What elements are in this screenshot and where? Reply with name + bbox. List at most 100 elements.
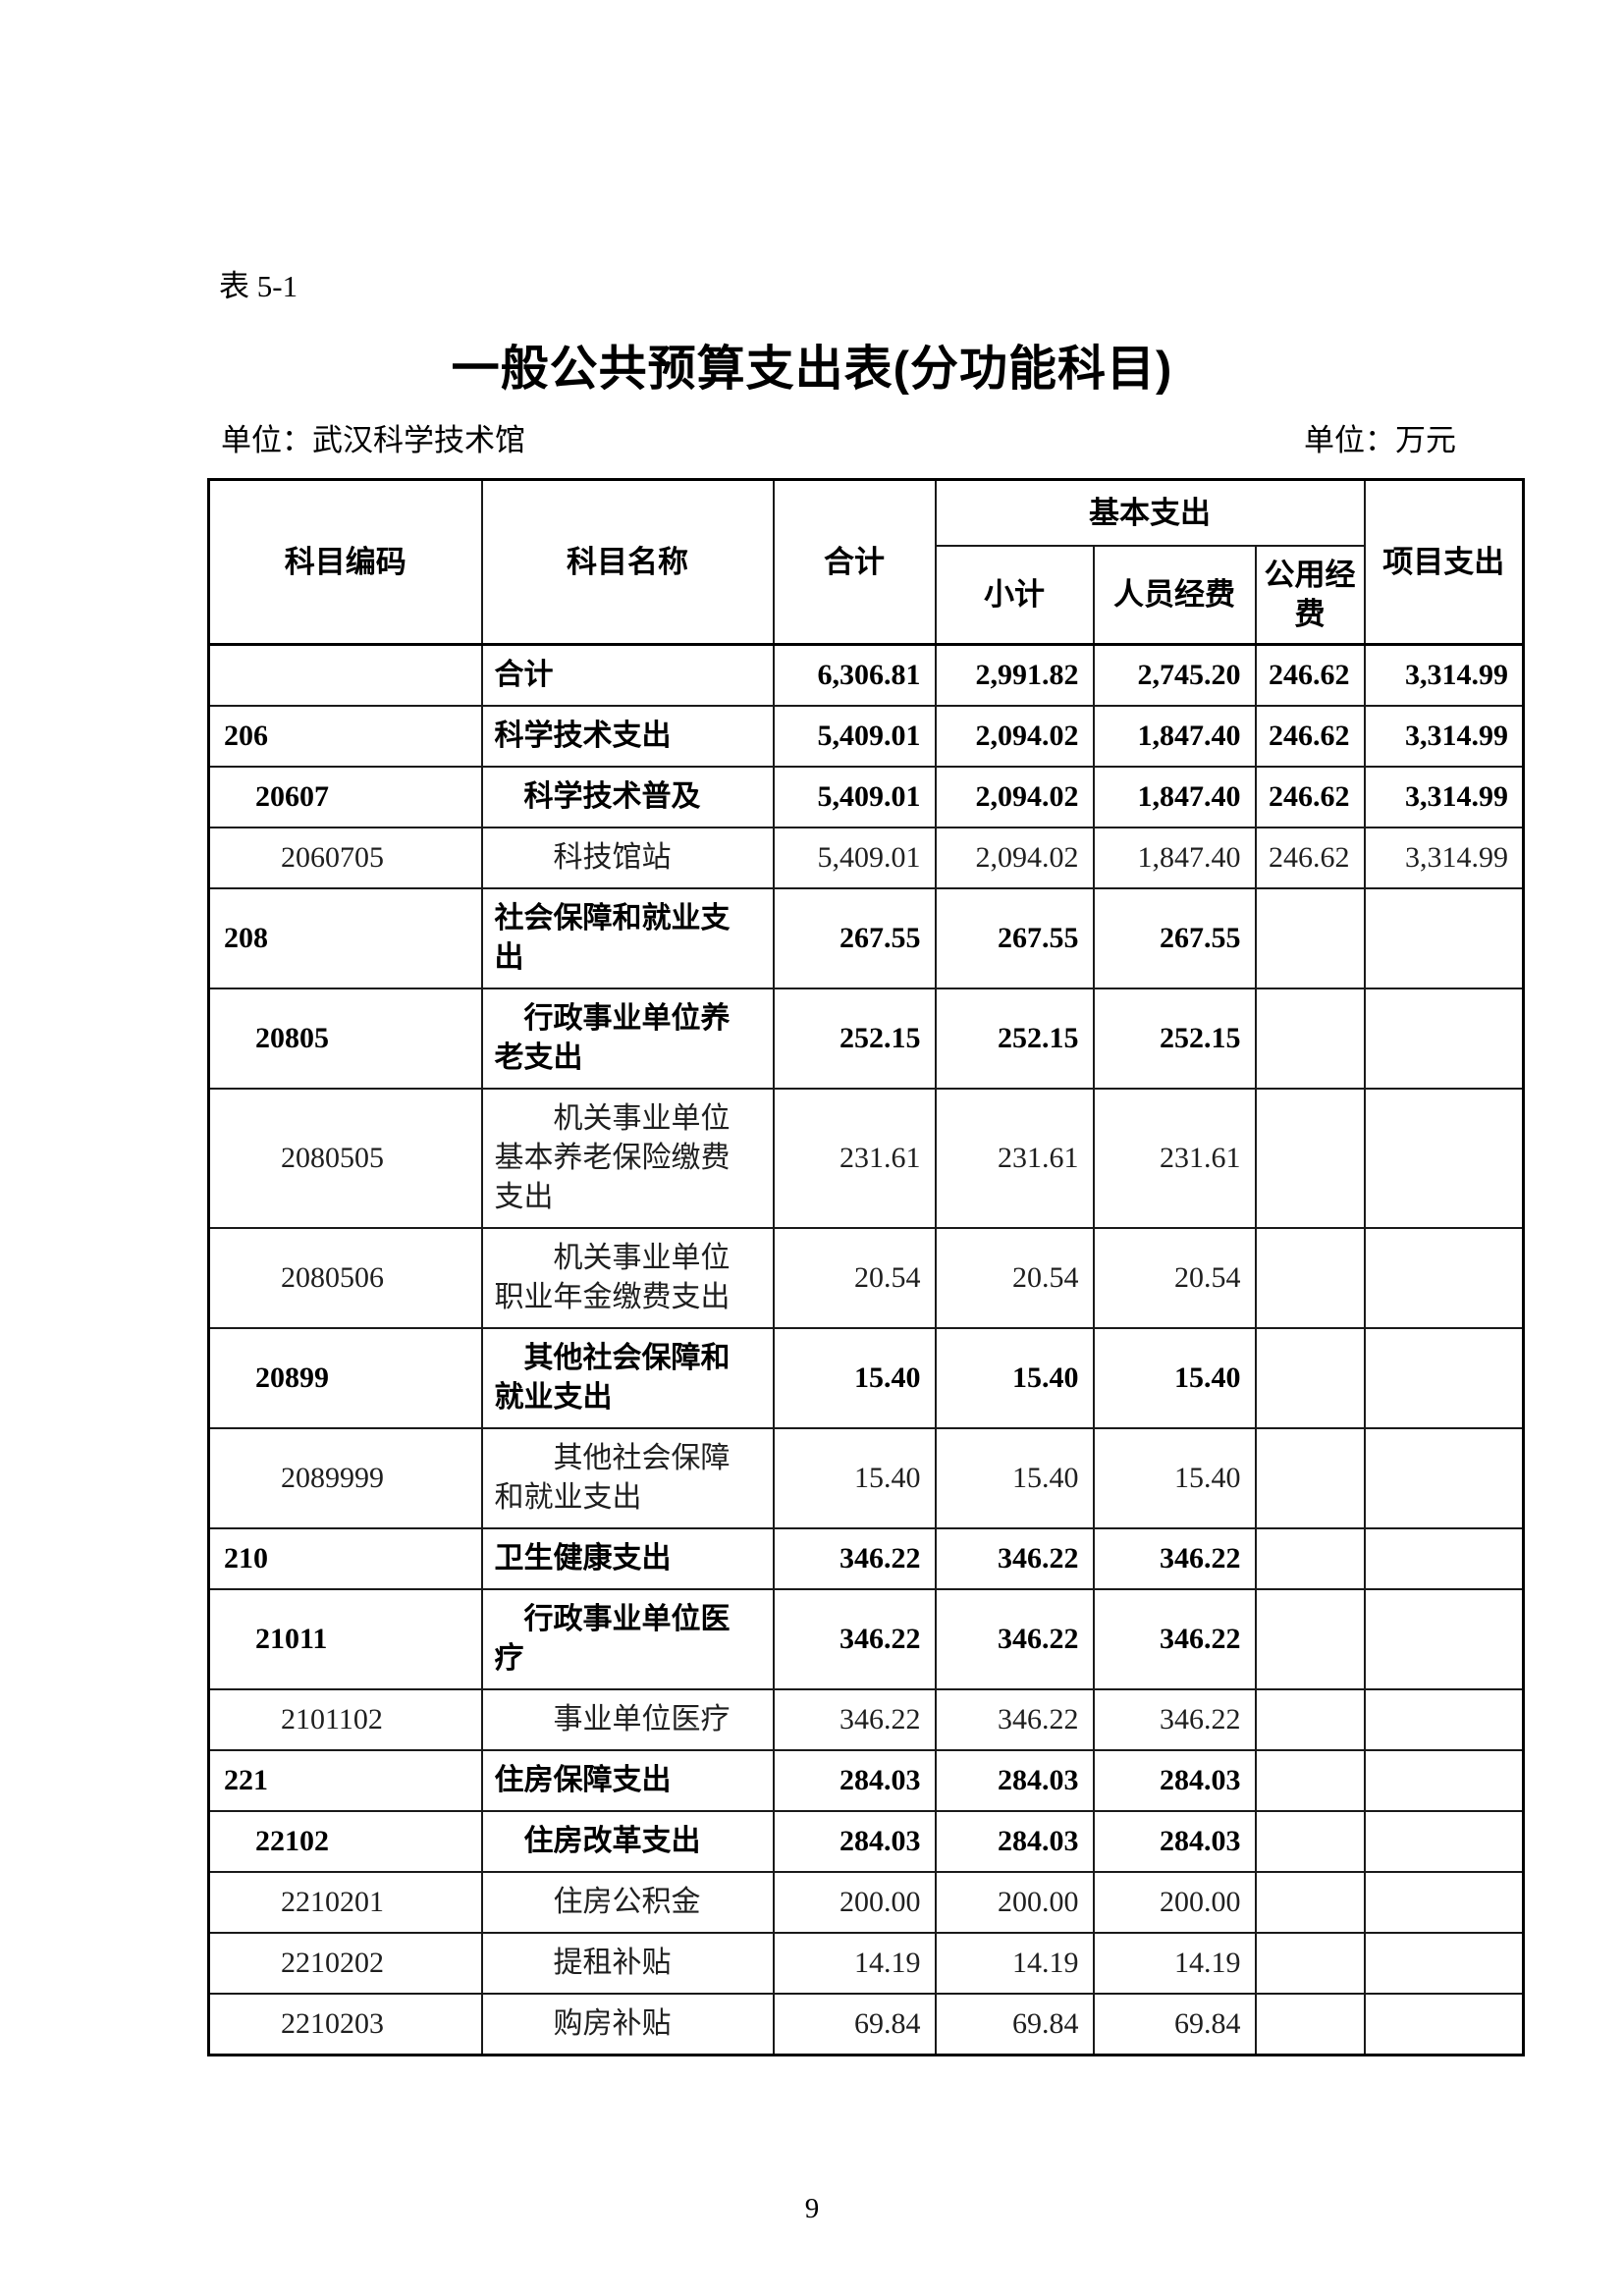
row-subject-name: 其他社会保障和就业支出 (480, 1427, 775, 1529)
row-public-value (1254, 1427, 1366, 1529)
row-project-value (1363, 1088, 1525, 1229)
unit-name-label: 单位：武汉科学技术馆 (221, 423, 525, 457)
row-basic-subtotal-value: 252.15 (934, 988, 1095, 1090)
row-project-value (1363, 1932, 1525, 1995)
row-subject-code: 210 (207, 1527, 483, 1590)
row-subject-code: 2210202 (207, 1932, 483, 1995)
row-personnel-value: 1,847.40 (1092, 766, 1257, 828)
row-subject-name: 机关事业单位职业年金缴费支出 (480, 1227, 775, 1329)
row-total-value: 5,409.01 (772, 705, 937, 768)
row-subject-code: 22102 (207, 1810, 483, 1873)
row-total-value: 5,409.01 (772, 766, 937, 828)
table-row: 2080505 机关事业单位基本养老保险缴费支出 231.61 231.61 2… (207, 1088, 1525, 1229)
row-personnel-value: 1,847.40 (1092, 705, 1257, 768)
row-total-value: 267.55 (772, 887, 937, 989)
row-subject-name: 合计 (480, 643, 775, 707)
row-public-value (1254, 887, 1366, 989)
row-total-value: 346.22 (772, 1588, 937, 1690)
row-public-value (1254, 1932, 1366, 1995)
table-row: 2210201 住房公积金 200.00 200.00 200.00 (207, 1871, 1525, 1934)
header-personnel-funds: 人员经费 (1092, 545, 1257, 646)
row-project-value (1363, 1810, 1525, 1873)
row-subject-code: 20805 (207, 988, 483, 1090)
row-subject-code: 2080505 (207, 1088, 483, 1229)
row-total-value: 252.15 (772, 988, 937, 1090)
table-row: 208 社会保障和就业支出 267.55 267.55 267.55 (207, 887, 1525, 989)
row-total-value: 5,409.01 (772, 827, 937, 889)
table-row: 20899 其他社会保障和就业支出 15.40 15.40 15.40 (207, 1327, 1525, 1429)
row-basic-subtotal-value: 346.22 (934, 1688, 1095, 1751)
row-personnel-value: 231.61 (1092, 1088, 1257, 1229)
row-total-value: 346.22 (772, 1688, 937, 1751)
table-row: 210 卫生健康支出 346.22 346.22 346.22 (207, 1527, 1525, 1590)
row-subject-code: 206 (207, 705, 483, 768)
row-public-value: 246.62 (1254, 827, 1366, 889)
table-row: 2101102 事业单位医疗 346.22 346.22 346.22 (207, 1688, 1525, 1751)
row-project-value: 3,314.99 (1363, 705, 1525, 768)
table-row: 合计 6,306.81 2,991.82 2,745.20 246.62 3,3… (207, 643, 1525, 707)
row-personnel-value: 14.19 (1092, 1932, 1257, 1995)
row-total-value: 6,306.81 (772, 643, 937, 707)
table-row: 2210203 购房补贴 69.84 69.84 69.84 (207, 1993, 1525, 2056)
row-basic-subtotal-value: 69.84 (934, 1993, 1095, 2056)
page-title: 一般公共预算支出表(分功能科目) (451, 343, 1173, 396)
row-subject-name: 科学技术支出 (480, 705, 775, 768)
row-subject-name: 住房公积金 (480, 1871, 775, 1934)
header-basic-expenditure-group: 基本支出 (934, 478, 1366, 547)
row-subject-name: 事业单位医疗 (480, 1688, 775, 1751)
table-row: 22102 住房改革支出 284.03 284.03 284.03 (207, 1810, 1525, 1873)
row-subject-name: 社会保障和就业支出 (480, 887, 775, 989)
row-basic-subtotal-value: 346.22 (934, 1527, 1095, 1590)
unit-row: 单位：武汉科学技术馆 单位：万元 (221, 420, 1456, 461)
row-basic-subtotal-value: 15.40 (934, 1427, 1095, 1529)
table-row: 2089999 其他社会保障和就业支出 15.40 15.40 15.40 (207, 1427, 1525, 1529)
row-public-value (1254, 1871, 1366, 1934)
row-personnel-value: 15.40 (1092, 1427, 1257, 1529)
row-personnel-value: 15.40 (1092, 1327, 1257, 1429)
row-personnel-value: 20.54 (1092, 1227, 1257, 1329)
row-project-value (1363, 1227, 1525, 1329)
row-subject-name: 卫生健康支出 (480, 1527, 775, 1590)
row-total-value: 69.84 (772, 1993, 937, 2056)
row-basic-subtotal-value: 284.03 (934, 1749, 1095, 1812)
row-basic-subtotal-value: 200.00 (934, 1871, 1095, 1934)
row-project-value (1363, 1588, 1525, 1690)
page-number: 9 (804, 2193, 820, 2224)
row-public-value (1254, 1993, 1366, 2056)
row-project-value (1363, 887, 1525, 989)
row-personnel-value: 2,745.20 (1092, 643, 1257, 707)
table-row: 2080506 机关事业单位职业年金缴费支出 20.54 20.54 20.54 (207, 1227, 1525, 1329)
row-subject-name: 其他社会保障和就业支出 (480, 1327, 775, 1429)
row-public-value (1254, 988, 1366, 1090)
row-total-value: 15.40 (772, 1427, 937, 1529)
row-total-value: 200.00 (772, 1871, 937, 1934)
table-body: 合计 6,306.81 2,991.82 2,745.20 246.62 3,3… (207, 643, 1525, 2056)
header-row-top: 科目编码 科目名称 合计 基本支出 项目支出 (207, 478, 1525, 646)
row-public-value: 246.62 (1254, 705, 1366, 768)
row-project-value (1363, 1527, 1525, 1590)
row-project-value (1363, 1993, 1525, 2056)
row-project-value (1363, 1749, 1525, 1812)
row-subject-name: 提租补贴 (480, 1932, 775, 1995)
row-project-value (1363, 988, 1525, 1090)
row-public-value (1254, 1688, 1366, 1751)
row-subject-code: 2101102 (207, 1688, 483, 1751)
row-total-value: 231.61 (772, 1088, 937, 1229)
header-subject-code: 科目编码 (207, 478, 483, 646)
row-basic-subtotal-value: 20.54 (934, 1227, 1095, 1329)
header-total: 合计 (772, 478, 937, 646)
row-subject-code: 20607 (207, 766, 483, 828)
budget-table: 科目编码 科目名称 合计 基本支出 项目支出 小计 人员经费 公用经费 合计 6… (207, 478, 1526, 2056)
table-row: 20805 行政事业单位养老支出 252.15 252.15 252.15 (207, 988, 1525, 1090)
row-basic-subtotal-value: 2,094.02 (934, 766, 1095, 828)
row-personnel-value: 1,847.40 (1092, 827, 1257, 889)
row-subject-code: 221 (207, 1749, 483, 1812)
row-basic-subtotal-value: 231.61 (934, 1088, 1095, 1229)
row-subject-name: 机关事业单位基本养老保险缴费支出 (480, 1088, 775, 1229)
row-subject-name: 行政事业单位养老支出 (480, 988, 775, 1090)
row-personnel-value: 284.03 (1092, 1810, 1257, 1873)
row-total-value: 284.03 (772, 1810, 937, 1873)
table-row: 2060705 科技馆站 5,409.01 2,094.02 1,847.40 … (207, 827, 1525, 889)
row-project-value: 3,314.99 (1363, 766, 1525, 828)
